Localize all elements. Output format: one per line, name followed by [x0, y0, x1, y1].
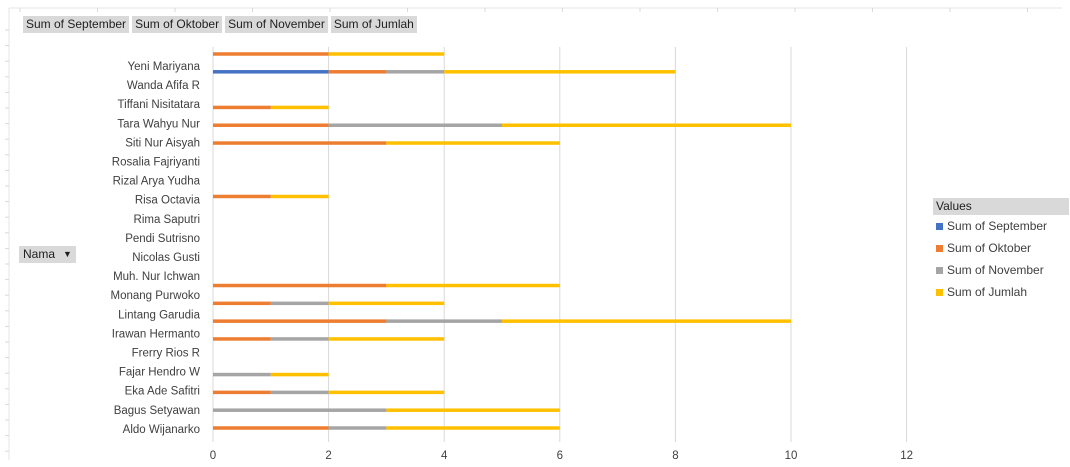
category-label: Monang Purwoko — [111, 290, 201, 302]
bar-segment-jumlah[interactable] — [328, 301, 445, 306]
bar-segment-oktober[interactable] — [213, 283, 387, 288]
legend-swatch-oktober — [936, 244, 943, 252]
bar-segment-november[interactable] — [270, 337, 329, 341]
bar-segment-november[interactable] — [328, 426, 387, 430]
category-label: Rizal Arya Yudha — [113, 176, 201, 188]
legend-item-jumlah: Sum of Jumlah — [933, 281, 1069, 303]
category-label: Nicolas Gusti — [132, 252, 200, 264]
bar-segment-jumlah[interactable] — [386, 426, 560, 430]
dropdown-arrow-icon[interactable]: ▼ — [63, 249, 72, 259]
category-label: Eka Ade Safitri — [125, 386, 200, 398]
category-label: Tara Wahyu Nur — [117, 118, 200, 130]
bar-segment-oktober[interactable] — [328, 70, 387, 74]
legend-item-oktober: Sum of Oktober — [933, 237, 1069, 259]
bar-segment-jumlah[interactable] — [270, 105, 329, 110]
category-label: Wanda Afifa R — [127, 80, 200, 92]
bar-segment-oktober[interactable] — [213, 337, 271, 341]
bar-segment-oktober[interactable] — [213, 301, 271, 306]
bar-segment-oktober[interactable] — [213, 52, 329, 56]
bar-segment-jumlah[interactable] — [328, 390, 445, 395]
bar-segment-november[interactable] — [386, 319, 502, 323]
x-tick-label: 8 — [672, 450, 678, 462]
bar-segment-oktober[interactable] — [213, 141, 387, 145]
bar-segment-jumlah[interactable] — [386, 141, 560, 145]
bar-segment-september[interactable] — [213, 70, 329, 74]
bar-segment-jumlah[interactable] — [502, 123, 791, 127]
field-button-sum-september[interactable]: Sum of September — [23, 16, 130, 33]
legend-label: Sum of November — [947, 263, 1044, 277]
bar-segment-jumlah[interactable] — [444, 70, 676, 74]
bar-segment-oktober[interactable] — [213, 194, 271, 199]
category-label: Rosalia Fajriyanti — [112, 157, 200, 169]
field-button-sum-jumlah[interactable]: Sum of Jumlah — [330, 16, 417, 33]
bar-segment-oktober[interactable] — [213, 105, 271, 110]
bar-segment-oktober[interactable] — [213, 123, 329, 127]
legend-label: Sum of September — [947, 219, 1048, 233]
legend-label: Sum of Jumlah — [947, 285, 1028, 299]
bar-segment-november[interactable] — [213, 372, 271, 377]
legend-title[interactable]: Values — [933, 198, 1069, 215]
category-label: Bagus Setyawan — [114, 405, 200, 417]
field-button-sum-november[interactable]: Sum of November — [225, 16, 328, 33]
category-label: Tiffani Nisitatara — [118, 99, 201, 111]
legend-item-september: Sum of September — [933, 215, 1069, 237]
bar-segment-oktober[interactable] — [213, 390, 271, 395]
bar-series — [213, 52, 791, 430]
field-button-sum-oktober[interactable]: Sum of Oktober — [132, 16, 223, 33]
category-label: Risa Octavia — [135, 195, 201, 207]
bar-segment-oktober[interactable] — [213, 319, 387, 323]
legend-item-november: Sum of November — [933, 259, 1069, 281]
category-label: Pendi Sutrisno — [125, 233, 200, 245]
category-label: Yeni Mariyana — [128, 61, 201, 73]
bar-segment-jumlah[interactable] — [502, 319, 791, 323]
bar-segment-oktober[interactable] — [213, 426, 329, 430]
category-label: Rima Saputri — [134, 214, 200, 226]
x-tick-label: 4 — [441, 450, 448, 462]
x-tick-label: 2 — [325, 450, 331, 462]
category-label: Aldo Wijanarko — [123, 424, 200, 436]
legend-swatch-jumlah — [936, 288, 943, 296]
legend-swatch-september — [936, 222, 943, 230]
bar-segment-jumlah[interactable] — [328, 52, 445, 56]
category-label: Siti Nur Aisyah — [125, 137, 200, 149]
bar-segment-jumlah[interactable] — [270, 194, 329, 199]
category-label: Frerry Rios R — [132, 348, 200, 360]
bar-segment-jumlah[interactable] — [386, 408, 560, 412]
legend: Values Sum of September Sum of Oktober S… — [933, 198, 1069, 303]
bar-segment-jumlah[interactable] — [270, 372, 329, 377]
bar-segment-jumlah[interactable] — [328, 337, 445, 341]
pivot-field-buttons: Sum of September Sum of Oktober Sum of N… — [23, 16, 417, 33]
bar-segment-november[interactable] — [213, 408, 387, 412]
category-label: Muh. Nur Ichwan — [113, 271, 200, 283]
category-label: Irawan Hermanto — [112, 328, 200, 340]
legend-label: Sum of Oktober — [947, 241, 1032, 255]
x-tick-label: 12 — [900, 450, 913, 462]
x-tick-label: 6 — [557, 450, 563, 462]
category-axis: Yeni Mariyana Wanda Afifa R Tiffani Nisita… — [111, 61, 201, 436]
bar-segment-november[interactable] — [270, 301, 329, 306]
bar-segment-november[interactable] — [386, 70, 445, 74]
x-tick-label: 10 — [785, 450, 798, 462]
chart-frame — [5, 7, 1062, 460]
bar-segment-november[interactable] — [270, 390, 329, 395]
x-tick-label: 0 — [210, 450, 216, 462]
value-axis: 0 2 4 6 8 10 12 — [210, 450, 913, 462]
bar-segment-november[interactable] — [328, 123, 502, 127]
category-label: Lintang Garudia — [118, 309, 200, 321]
legend-swatch-november — [936, 266, 943, 274]
category-label: Fajar Hendro W — [119, 367, 200, 379]
row-field-label: Nama — [23, 247, 56, 261]
bar-segment-jumlah[interactable] — [386, 283, 560, 288]
row-field-button-nama[interactable]: Nama ▼ — [19, 246, 76, 263]
